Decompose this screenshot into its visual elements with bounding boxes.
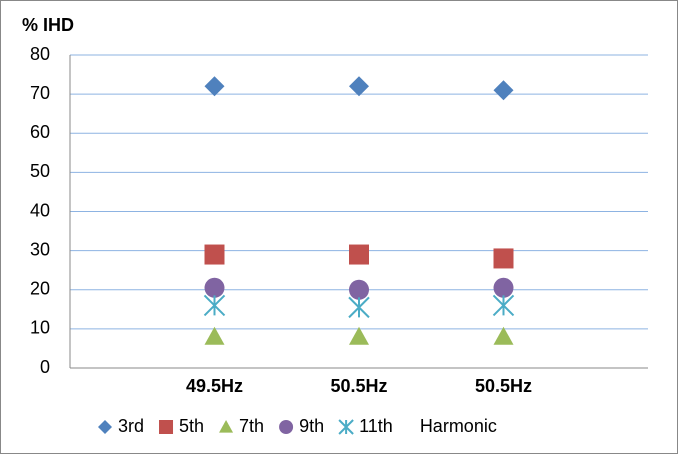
legend-label: 9th xyxy=(299,416,324,436)
legend-label: 7th xyxy=(239,416,264,436)
y-tick-label: 60 xyxy=(30,122,50,142)
marker xyxy=(493,248,514,269)
y-tick-label: 10 xyxy=(30,318,50,338)
legend-label: 5th xyxy=(179,416,204,436)
y-tick-label: 80 xyxy=(30,44,50,64)
marker xyxy=(204,244,225,265)
y-tick-label: 0 xyxy=(40,357,50,377)
marker xyxy=(204,326,225,345)
y-axis-label: % IHD xyxy=(22,15,74,35)
marker xyxy=(492,294,515,317)
marker xyxy=(204,277,225,298)
legend-marker xyxy=(219,420,234,433)
marker xyxy=(348,296,370,319)
legend-label: 11th xyxy=(359,416,393,436)
marker xyxy=(493,277,514,298)
x-tick-label: 50.5Hz xyxy=(475,376,532,396)
marker xyxy=(203,294,226,317)
legend-note: Harmonic xyxy=(420,416,497,436)
marker xyxy=(493,326,514,345)
legend-marker xyxy=(279,420,294,434)
y-tick-label: 70 xyxy=(30,83,50,103)
legend-marker xyxy=(98,420,112,434)
marker xyxy=(349,76,369,97)
legend-label: 3rd xyxy=(118,416,144,436)
y-tick-label: 30 xyxy=(30,239,50,259)
x-tick-label: 50.5Hz xyxy=(330,376,387,396)
y-tick-label: 40 xyxy=(30,200,50,220)
marker xyxy=(349,244,369,265)
x-tick-label: 49.5Hz xyxy=(186,376,243,396)
marker xyxy=(349,279,369,300)
marker xyxy=(204,76,225,97)
marker xyxy=(493,80,514,101)
y-tick-label: 20 xyxy=(30,279,50,299)
y-tick-label: 50 xyxy=(30,161,50,181)
legend-marker xyxy=(338,419,354,435)
legend-marker xyxy=(159,420,174,434)
marker xyxy=(349,326,369,345)
